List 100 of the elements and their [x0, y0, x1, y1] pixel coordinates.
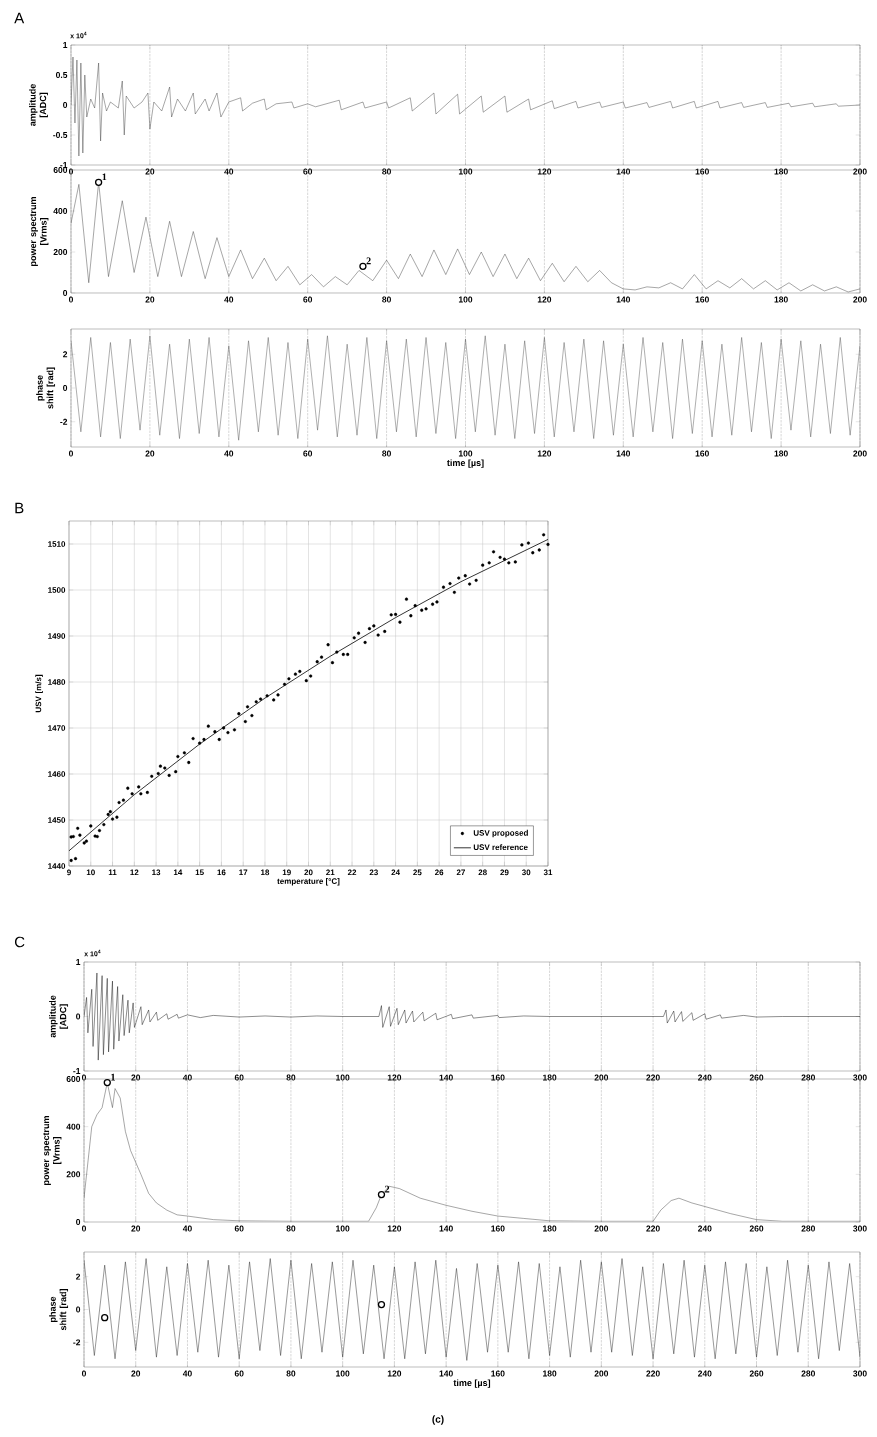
x-tick-label: 22 [347, 869, 357, 876]
x-tick-label: 120 [537, 168, 552, 175]
x-tick-label: 280 [801, 1225, 815, 1232]
x-tick-label: 20 [145, 450, 155, 457]
y-tick-label: 0 [63, 385, 68, 392]
x-tick-label: 300 [853, 1370, 867, 1377]
x-tick-label: 23 [369, 869, 378, 876]
y-axis-title: amplitude [ADC] [29, 84, 48, 126]
x-tick-label: 120 [387, 1074, 402, 1081]
x-tick-label: 20 [304, 869, 313, 876]
x-tick-label: 160 [491, 1074, 505, 1081]
y-tick-label: 1 [76, 959, 81, 965]
x-tick-label: 80 [286, 1074, 296, 1081]
x-tick-label: 20 [131, 1370, 141, 1377]
x-tick-label: 240 [698, 1225, 712, 1232]
legend-label: USV reference [473, 844, 528, 851]
y-tick-label: -1 [73, 1068, 81, 1074]
x-tick-label: 60 [303, 168, 313, 175]
x-tick-label: 200 [853, 296, 867, 303]
x-tick-label: 260 [749, 1370, 764, 1377]
y-axis-title: power spectrum [Vrms] [30, 197, 49, 266]
line-series [84, 1258, 860, 1361]
x-tick-label: 140 [439, 1370, 453, 1377]
x-tick-label: 180 [543, 1074, 557, 1081]
x-tick-label: 180 [543, 1225, 557, 1232]
x-tick-label: 140 [439, 1074, 453, 1081]
y-axis-title: USV [m/s] [35, 674, 43, 713]
x-tick-label: 40 [224, 450, 234, 457]
x-tick-label: 40 [224, 296, 234, 303]
x-tick-label: 200 [594, 1225, 609, 1232]
y-tick-label: 0 [76, 1306, 81, 1313]
x-tick-label: 180 [543, 1370, 557, 1377]
x-tick-label: 13 [152, 869, 161, 876]
y-tick-label: 1 [63, 42, 68, 48]
y-tick-label: 400 [53, 208, 68, 215]
x-tick-label: 20 [145, 168, 155, 175]
x-tick-label: 160 [491, 1225, 505, 1232]
y-axis-title: phase shift [rad] [36, 367, 56, 409]
x-tick-label: 12 [130, 869, 139, 876]
y-tick-label: 0 [63, 102, 68, 109]
y-tick-label: 200 [53, 249, 68, 256]
x-tick-label: 28 [478, 869, 487, 876]
x-tick-label: 14 [173, 869, 183, 876]
y-tick-label: 400 [66, 1123, 81, 1130]
y-tick-label: 200 [66, 1171, 81, 1178]
x-tick-label: 120 [537, 450, 552, 457]
x-tick-label: 40 [182, 1074, 192, 1081]
x-tick-label: 20 [131, 1225, 141, 1232]
annotation: 1 [111, 1073, 115, 1081]
x-tick-label: 120 [387, 1225, 402, 1232]
x-tick-label: 100 [336, 1370, 350, 1377]
y-tick-label: 2 [63, 351, 68, 358]
x-tick-label: 60 [234, 1370, 244, 1377]
x-tick-label: 100 [336, 1074, 350, 1081]
y-axis-title: phase shift [rad] [49, 1289, 69, 1331]
x-tick-label: 300 [853, 1225, 867, 1232]
x-tick-label: 15 [195, 869, 204, 876]
y-tick-label: 1500 [48, 587, 66, 593]
x-tick-label: 160 [695, 296, 709, 303]
x-tick-label: 100 [458, 168, 473, 175]
x-tick-label: 18 [261, 869, 270, 876]
y-tick-label: -2 [73, 1339, 81, 1346]
x-tick-label: 10 [86, 869, 95, 876]
x-tick-label: 100 [336, 1225, 350, 1232]
x-tick-label: 24 [391, 869, 400, 876]
y-tick-label: -2 [60, 418, 68, 425]
text: (c) [432, 1415, 444, 1425]
x-tick-label: 180 [774, 296, 788, 303]
x-tick-label: 220 [646, 1074, 660, 1081]
x-tick-label: 200 [594, 1074, 609, 1081]
x-tick-label: 0 [81, 1370, 87, 1377]
x-tick-label: 60 [303, 450, 313, 457]
x-tick-label: 240 [698, 1074, 712, 1081]
y-tick-label: -1 [60, 162, 68, 168]
x-tick-label: 40 [182, 1225, 192, 1232]
x-tick-label: 120 [537, 296, 552, 303]
y-tick-label: 0 [76, 1219, 81, 1226]
y-tick-label: 1480 [48, 679, 66, 685]
x-tick-label: 140 [616, 296, 631, 303]
x-tick-label: 140 [616, 450, 631, 457]
y-tick-label: 1510 [48, 541, 66, 547]
x-tick-label: 9 [67, 869, 71, 876]
x-tick-label: 30 [521, 869, 531, 876]
x-tick-label: 180 [774, 450, 788, 457]
legend-label: USV proposed [473, 829, 528, 838]
text: B [15, 502, 24, 514]
y-tick-label: 0 [76, 1013, 81, 1020]
annotation: 1 [102, 173, 107, 181]
y-tick-label: -0.5 [53, 132, 68, 139]
x-tick-label: 100 [458, 450, 473, 457]
x-tick-label: 260 [749, 1225, 764, 1232]
y-tick-label: 1490 [48, 633, 66, 639]
x-tick-label: 20 [131, 1074, 141, 1081]
x-tick-label: 40 [182, 1370, 192, 1377]
x-tick-label: 11 [108, 869, 117, 876]
x-tick-label: 26 [434, 869, 444, 876]
x-tick-label: 140 [616, 168, 631, 175]
x-tick-label: 80 [286, 1225, 296, 1232]
x-tick-label: 220 [646, 1225, 660, 1232]
x-tick-label: 260 [749, 1074, 764, 1081]
